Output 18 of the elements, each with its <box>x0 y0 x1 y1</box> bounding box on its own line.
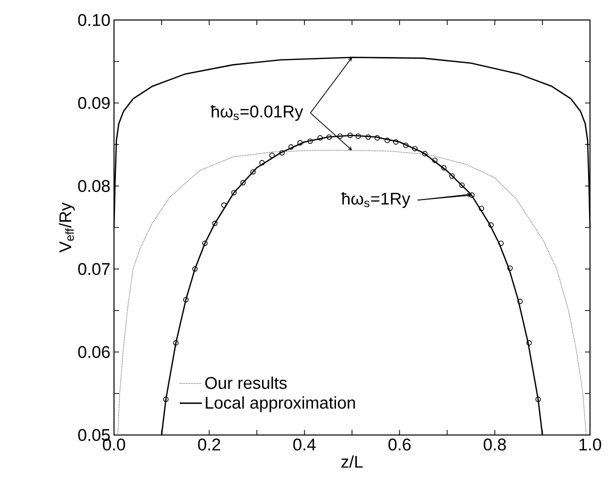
y-tick-label: 0.10 <box>78 14 110 26</box>
legend-label: Local approximation <box>206 396 355 412</box>
x-tick-label: 0.8 <box>484 438 506 451</box>
x-tick-label: 1.0 <box>580 438 602 451</box>
x-tick-label: 0.4 <box>293 438 316 451</box>
y-tick-label: 0.08 <box>78 180 110 192</box>
x-axis-title: z/L <box>341 455 363 468</box>
y-tick-label: 0.07 <box>78 263 110 276</box>
y-axis-title: V$_{eff}$/Ry <box>58 202 75 253</box>
y-tick-label: 0.05 <box>78 429 110 441</box>
y-tick-label: 0.09 <box>78 97 110 110</box>
legend-label: Our results <box>205 376 287 389</box>
annotation: ħω$_{s}$=0.01Ry <box>210 105 304 121</box>
x-tick-label: 0.0 <box>102 438 126 451</box>
annotation: ħω$_{s}$=1Ry <box>341 192 410 208</box>
x-tick-label: 0.2 <box>198 438 220 451</box>
x-tick-label: 0.6 <box>388 438 411 451</box>
y-tick-label: 0.06 <box>78 346 110 358</box>
